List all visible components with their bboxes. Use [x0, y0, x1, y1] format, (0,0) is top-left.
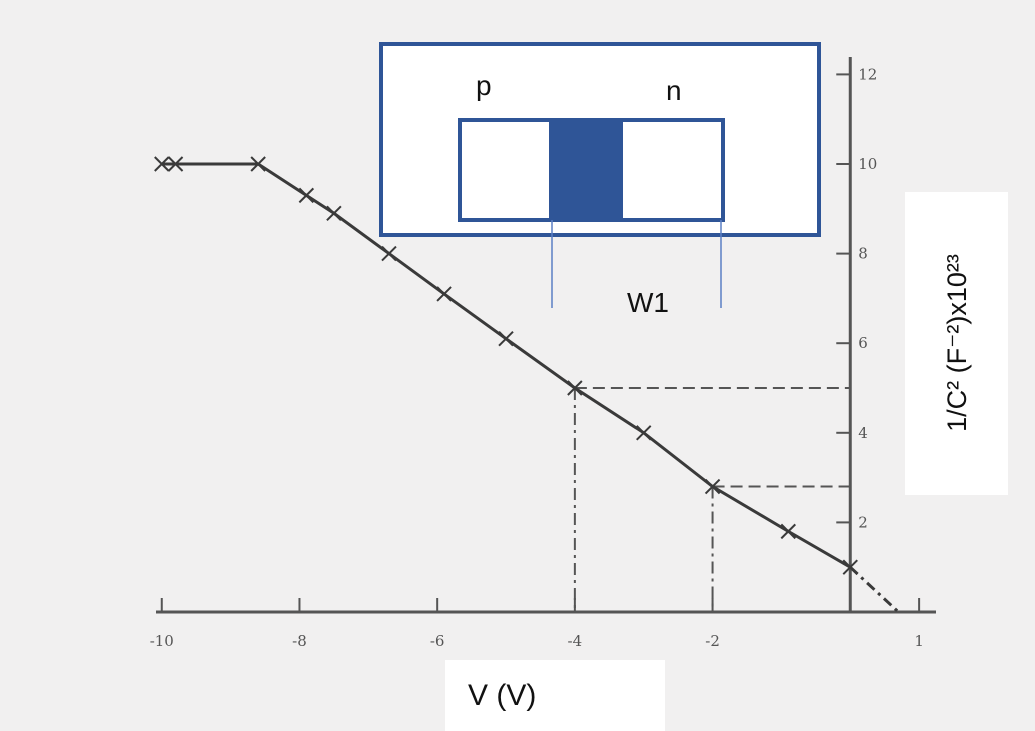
- chart: -10-8-6-4-2124681012 V (V) 1/C² (F⁻²)x10…: [0, 0, 1035, 731]
- x-tick-label: -6: [430, 632, 445, 650]
- y-tick-label: 6: [858, 334, 868, 352]
- n-label: n: [666, 75, 682, 106]
- y-tick-label: 4: [858, 424, 868, 442]
- x-tick-label: 1: [914, 632, 924, 650]
- w1-label: W1: [627, 287, 669, 318]
- y-axis-label: 1/C² (F⁻²)x10²³: [942, 254, 972, 432]
- p-label: p: [476, 70, 492, 101]
- x-tick-label: -4: [568, 632, 583, 650]
- y-tick-label: 12: [858, 65, 877, 83]
- y-tick-label: 2: [858, 513, 868, 531]
- y-tick-label: 10: [858, 155, 877, 173]
- x-tick-label: -10: [150, 632, 174, 650]
- x-tick-label: -2: [705, 632, 720, 650]
- x-tick-label: -8: [292, 632, 307, 650]
- y-tick-label: 8: [858, 245, 868, 263]
- depletion-region: [549, 120, 623, 220]
- x-axis-label: V (V): [468, 679, 536, 712]
